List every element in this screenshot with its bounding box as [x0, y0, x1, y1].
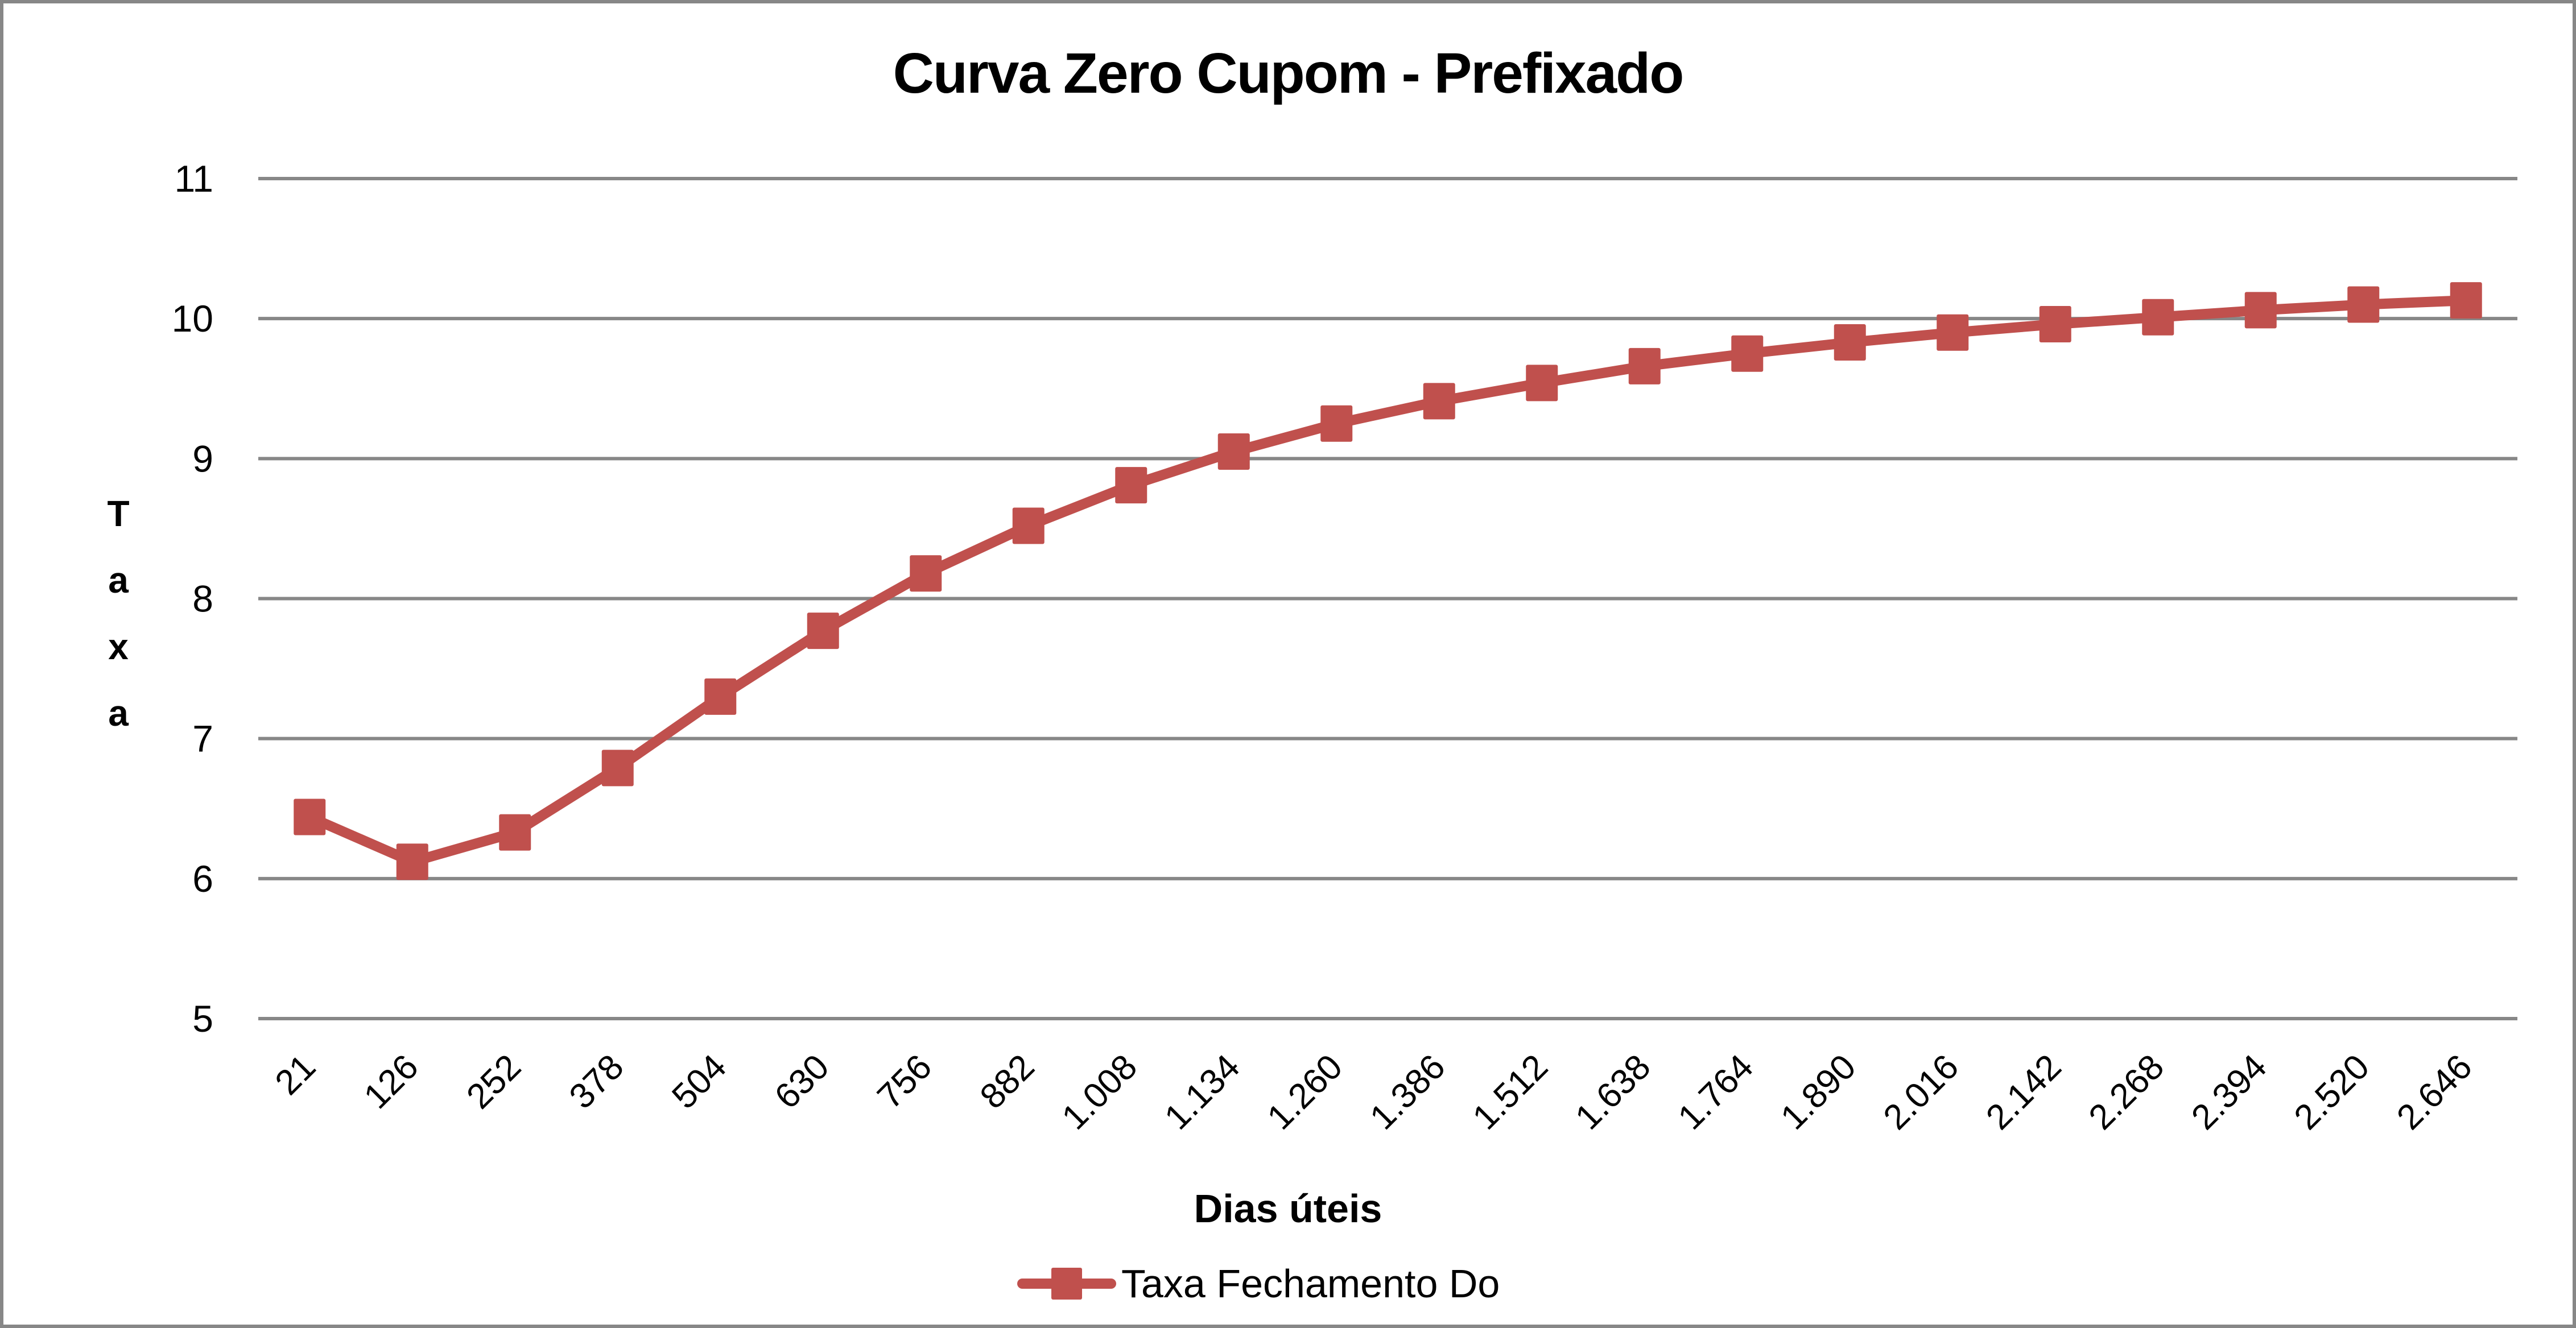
x-tick-label: 1.890 [1773, 1047, 1864, 1137]
data-point-square-marker [1731, 335, 1764, 372]
x-tick-label: 1.512 [1465, 1047, 1556, 1137]
data-point-square-marker [704, 678, 737, 715]
y-axis-title-letter: a [108, 693, 129, 734]
x-tick-label: 1.386 [1363, 1047, 1453, 1137]
x-tick-label: 21 [268, 1047, 324, 1103]
x-axis-title: Dias úteis [1194, 1186, 1382, 1231]
x-axis-ticks: 21 126 252 378 504 630 756 882 1.008 1.134 1.260 1.… [268, 1047, 2480, 1137]
chart-title: Curva Zero Cupom - Prefixado [893, 42, 1685, 105]
x-tick-label: 126 [357, 1047, 426, 1116]
data-point-square-marker [1012, 507, 1045, 544]
data-point-square-marker [601, 750, 634, 787]
x-tick-label: 2.394 [2184, 1047, 2274, 1137]
data-point-square-marker [1217, 433, 1250, 470]
x-tick-label: 2.268 [2082, 1047, 2172, 1137]
data-point-square-marker [1423, 383, 1455, 420]
data-point-square-marker [2244, 292, 2277, 329]
data-point-square-marker [2450, 282, 2482, 319]
x-tick-label: 1.638 [1568, 1047, 1658, 1137]
data-point-square-marker [499, 814, 531, 851]
data-point-square-marker [1526, 365, 1558, 402]
legend-line-square-marker-icon [1017, 1268, 1116, 1300]
legend: Taxa Fechamento Do [1015, 1255, 1500, 1312]
x-tick-label: 378 [562, 1047, 631, 1116]
x-tick-label: 1.764 [1671, 1047, 1761, 1137]
x-tick-label: 2.142 [1979, 1047, 2069, 1137]
y-tick-label: 5 [192, 998, 213, 1040]
x-tick-label: 1.134 [1157, 1047, 1248, 1137]
y-tick-label: 8 [192, 578, 213, 620]
gridlines [258, 177, 2517, 1020]
y-axis-title-letter: x [108, 626, 129, 667]
x-tick-label: 1.260 [1260, 1047, 1351, 1137]
data-point-square-marker [1834, 324, 1866, 361]
y-tick-label: 6 [192, 858, 213, 900]
data-point-square-marker [1937, 314, 1969, 351]
data-point-square-marker [807, 613, 839, 649]
x-tick-label: 2.016 [1876, 1047, 1967, 1137]
series-polyline [304, 295, 2471, 867]
y-axis-title-letter: T [107, 493, 130, 534]
data-point-square-marker [910, 555, 942, 592]
data-point-square-marker [1115, 467, 1147, 504]
y-tick-label: 11 [174, 158, 213, 200]
y-axis-title-letter: a [108, 560, 129, 601]
y-tick-label: 7 [192, 718, 213, 760]
data-point-square-marker [1320, 405, 1353, 442]
x-tick-label: 504 [664, 1047, 734, 1116]
y-tick-label: 10 [172, 297, 213, 340]
data-point-square-marker [1628, 347, 1661, 384]
legend-label: Taxa Fechamento Do [1121, 1261, 1500, 1306]
x-tick-label: 2.520 [2287, 1047, 2377, 1137]
y-axis-ticks: 5 6 7 8 9 10 11 [172, 158, 213, 1040]
data-point-square-marker [2039, 306, 2071, 343]
data-point-square-marker [396, 843, 428, 880]
data-point-square-marker [294, 799, 326, 835]
series-line [294, 282, 2482, 880]
x-tick-label: 252 [459, 1047, 529, 1116]
y-axis-title: T a x a [101, 481, 135, 747]
x-tick-label: 1.008 [1055, 1047, 1145, 1137]
x-tick-label: 630 [767, 1047, 837, 1116]
x-tick-label: 756 [870, 1047, 939, 1116]
x-tick-label: 882 [973, 1047, 1042, 1116]
data-point-square-marker [2347, 286, 2380, 323]
x-tick-label: 2.646 [2389, 1047, 2480, 1137]
data-point-square-marker [2142, 299, 2174, 336]
y-tick-label: 9 [192, 437, 213, 479]
